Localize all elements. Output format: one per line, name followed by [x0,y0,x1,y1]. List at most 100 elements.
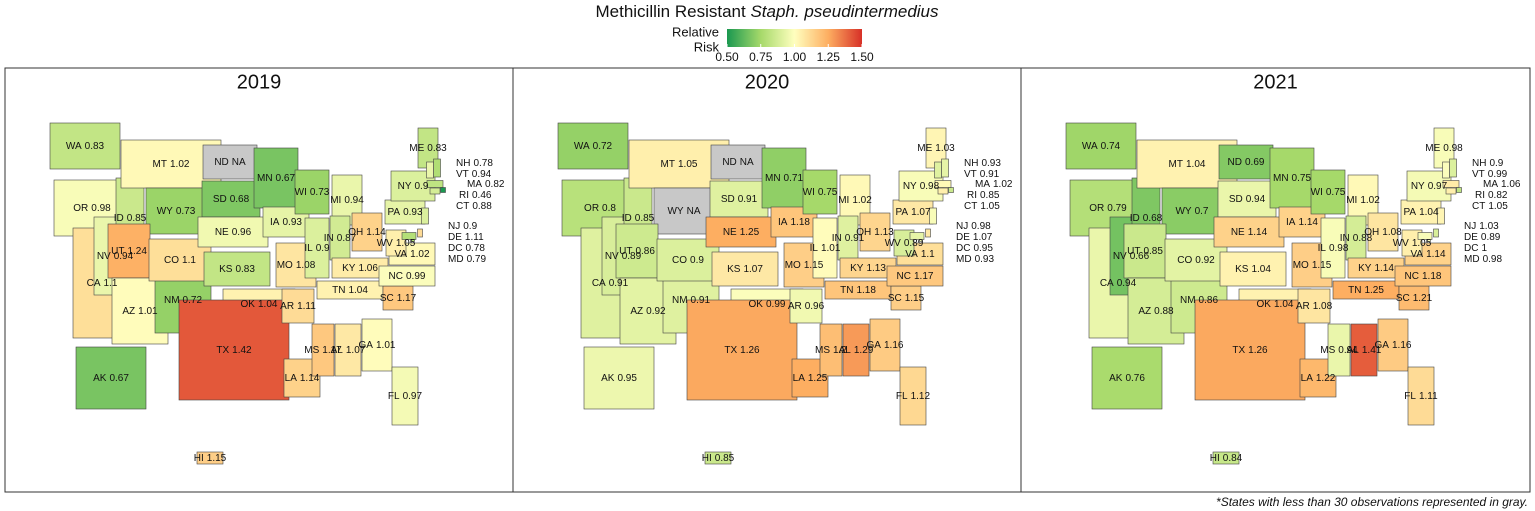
state-code: NH [1472,158,1486,169]
state-label: GA 1.16 [867,340,904,351]
state [948,187,954,193]
state-value: 0.87 [337,233,357,244]
state [893,229,915,257]
state-value: 1.04 [1186,159,1206,170]
state-code: CA [592,278,606,289]
state-label: DE 1.07 [956,232,993,243]
state [1213,216,1285,248]
state-label: VT 0.94 [456,169,492,180]
state [1065,122,1137,170]
state-code: KS [727,264,741,275]
state-value: 1.04 [1251,264,1271,275]
state-label: SD 0.91 [721,194,758,205]
state-label: DC 0.78 [448,243,485,254]
state-code: ND [722,157,736,168]
title: Methicillin Resistant Staph. pseudinterm… [595,2,939,21]
state-label: NJ 0.98 [956,221,991,232]
state-value: 1.07 [911,207,931,218]
state-value: 1.08 [296,260,316,271]
state [869,318,901,372]
state-value: 0.88 [1353,233,1373,244]
state [1164,238,1228,282]
state [311,323,335,377]
state [1400,199,1442,225]
state-value: 0.91 [609,278,629,289]
state-value: 1.15 [1312,260,1332,271]
state-value: 1.15 [804,260,824,271]
state [802,169,838,215]
state-value: 1.11 [1419,391,1438,402]
state [1445,187,1457,195]
state-value: 0.85 [635,213,655,224]
state-code: HI [1210,453,1220,464]
state-code: DE [448,232,462,243]
state-label: WI 0.75 [1311,187,1346,198]
state-code: PA [1403,207,1416,218]
state-value: 1.18 [790,217,810,228]
state-value: 1.41 [1362,345,1382,356]
state [934,161,942,179]
state-label: WA 0.74 [1082,141,1121,152]
state-code: NJ [956,221,968,232]
state-label: RI 0.85 [967,190,1000,201]
legend-tick-label: 0.50 [715,50,739,64]
state-label: TN 1.18 [840,285,876,296]
state-label: OH 1.08 [1364,227,1402,238]
state-label: UT 0.85 [1127,246,1163,257]
state-code: MN [257,173,273,184]
state-value: 1.17 [397,293,417,304]
state-label: ME 0.98 [1425,143,1463,154]
state [1212,451,1240,465]
legend-tick-label: 1.25 [817,50,841,64]
state-label: AK 0.67 [93,373,129,384]
state-code: GA [1375,340,1390,351]
state-label: NH 0.78 [456,158,493,169]
state-value: 0.9 [690,255,704,266]
state-value: 0.96 [232,227,252,238]
state-label: WV 0.89 [885,238,924,249]
panel-title: 2019 [237,71,282,93]
panel-title: 2020 [745,71,790,93]
state-value: 1.17 [322,345,342,356]
state-code: MT [153,159,167,170]
state-code: MI [330,195,341,206]
state-value: 1.42 [232,345,252,356]
state-value: 0.89 [622,251,642,262]
state-code: WV [377,238,393,249]
state [1269,147,1315,209]
state-label: NM 0.91 [672,295,710,306]
state-code: DC [1464,243,1478,254]
state-label: OK 0.99 [749,299,786,310]
state-value: 0.98 [1329,243,1349,254]
state [1377,318,1409,372]
state-code: AZ [122,306,135,317]
state-label: IA 1.18 [778,217,810,228]
state-label: DC 0.95 [956,243,993,254]
state [909,232,925,240]
state-code: SC [1396,293,1410,304]
state-label: FL 1.12 [896,391,931,402]
state-label: PA 1.04 [1403,207,1439,218]
legend-tick-label: 0.75 [749,50,773,64]
state-label: SD 0.68 [213,194,250,205]
state [710,144,766,180]
state-code: NM [164,295,180,306]
state [429,187,441,195]
state-value: 0.7 [1195,206,1209,217]
state-label: LA 1.25 [793,373,828,384]
state-label: MS 0.94 [1320,345,1358,356]
state-label: VA 1.1 [905,249,935,260]
state-value: 1.24 [127,246,147,257]
state-label: CA 0.91 [592,278,629,289]
state-label: OH 1.13 [856,227,894,238]
state-code: TX [724,345,737,356]
state-code: ID [1130,213,1140,224]
state-label: UT 0.86 [619,246,655,257]
state-label: OR 0.8 [584,203,616,214]
state-code: NJ [448,221,460,232]
state-value: 1.08 [1382,227,1402,238]
state-value: 1.06 [1501,179,1521,190]
state-value: 1.1 [921,249,935,260]
state-value: 0.94 [344,195,364,206]
